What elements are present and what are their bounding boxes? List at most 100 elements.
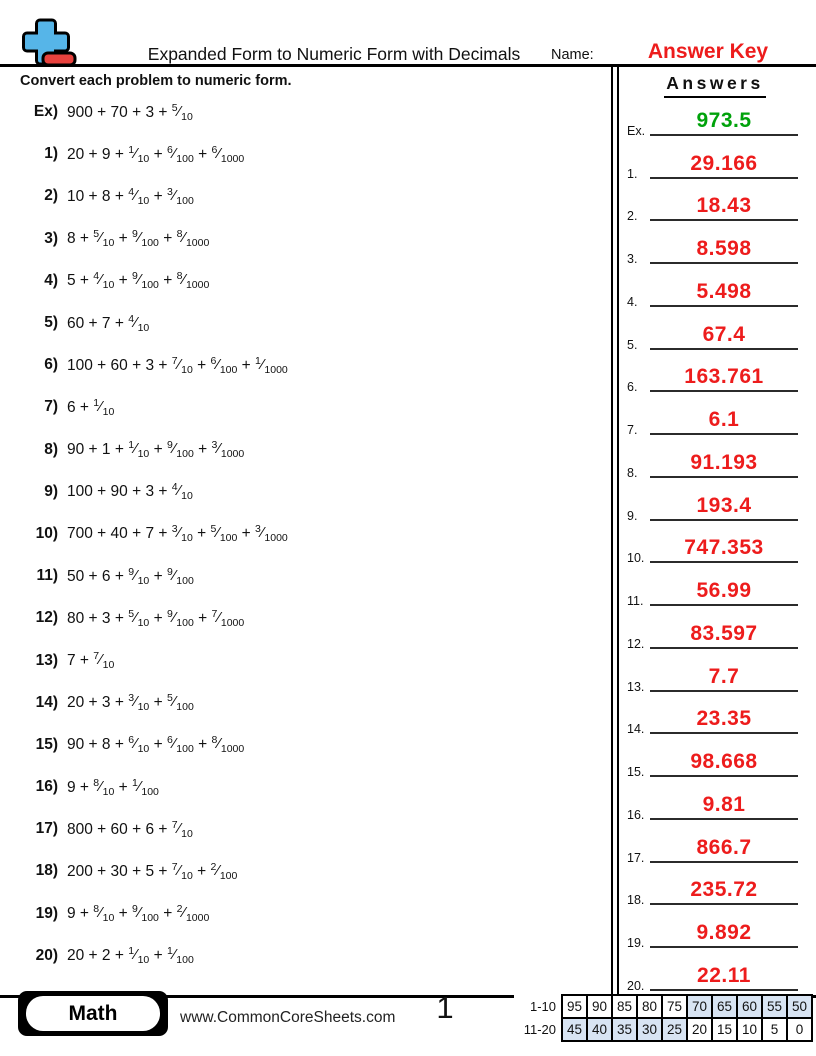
problem-expression: 90 + 8 + 6⁄10 + 6⁄100 + 8⁄1000 (67, 734, 245, 756)
answer-row: 16. 9.81 (622, 782, 810, 825)
term-fraction: 9⁄100 (132, 903, 159, 924)
fraction-denominator: 10 (137, 194, 150, 207)
fraction-denominator: 10 (181, 363, 193, 376)
subject-badge-label: Math (26, 996, 160, 1031)
term-number: 1 (101, 441, 111, 459)
fraction-slash: ⁄ (217, 144, 221, 162)
fraction-slash: ⁄ (178, 102, 181, 120)
fraction-numerator: 7 (171, 860, 178, 873)
term-number: 90 (67, 441, 85, 459)
fraction-denominator: 10 (181, 869, 193, 882)
answer-label: 18. (627, 893, 645, 908)
fraction-slash: ⁄ (134, 144, 138, 162)
answer-label: 16. (627, 807, 645, 822)
fraction-slash: ⁄ (173, 186, 176, 204)
term-number: 800 (67, 820, 93, 838)
answer-label: 2. (627, 209, 638, 224)
answer-line (650, 219, 798, 222)
fraction-numerator: 8 (176, 228, 183, 241)
problem-expression: 5 + 4⁄10 + 9⁄100 + 8⁄1000 (67, 270, 210, 292)
score-cell: 85 (611, 994, 638, 1019)
term-fraction: 3⁄10 (128, 692, 149, 713)
term-number: 7 (67, 652, 76, 670)
fraction-slash: ⁄ (99, 904, 103, 922)
term-number: 20 (67, 145, 85, 163)
fraction-denominator: 100 (141, 279, 159, 292)
problem-row: 4) 5 + 4⁄10 + 9⁄100 + 8⁄1000 (22, 260, 602, 302)
answer-line (650, 860, 798, 863)
answer-line (650, 988, 798, 991)
fraction-slash: ⁄ (178, 819, 181, 837)
website-text: www.CommonCoreSheets.com (180, 1009, 396, 1026)
fraction-denominator: 100 (176, 743, 194, 756)
answer-value: 9.892 (696, 921, 752, 944)
problem-number: 15) (35, 735, 58, 753)
answer-value: 163.761 (684, 365, 764, 389)
fraction-numerator: 9 (132, 270, 138, 283)
problem-number: 10) (35, 524, 58, 542)
term-fraction: 6⁄100 (167, 144, 194, 165)
answer-row: 4. 5.498 (622, 269, 810, 312)
term-number: 9 (101, 145, 111, 163)
fraction-slash: ⁄ (134, 946, 138, 964)
answer-line (650, 689, 798, 692)
problem-expression: 20 + 3 + 3⁄10 + 5⁄100 (67, 692, 194, 714)
answer-row: 13. 7.7 (622, 654, 810, 697)
term-fraction: 9⁄100 (167, 608, 194, 629)
problem-number: 7) (44, 398, 58, 416)
fraction-slash: ⁄ (216, 355, 220, 373)
term-fraction: 5⁄10 (172, 102, 193, 123)
term-number: 60 (67, 314, 85, 332)
term-fraction: 1⁄10 (93, 397, 114, 418)
problem-row: 12) 80 + 3 + 5⁄10 + 9⁄100 + 7⁄1000 (22, 597, 602, 639)
problem-number: 4) (44, 271, 58, 289)
fraction-numerator: 8 (93, 776, 100, 789)
term-number: 3 (145, 103, 155, 121)
term-fraction: 1⁄100 (167, 945, 194, 966)
fraction-slash: ⁄ (182, 904, 186, 922)
term-fraction: 6⁄100 (210, 355, 237, 376)
answer-row: 9. 193.4 (622, 483, 810, 526)
problem-number: 16) (35, 778, 58, 796)
answer-value: 5.498 (696, 279, 752, 303)
problem-row: 14) 20 + 3 + 3⁄10 + 5⁄100 (22, 682, 602, 724)
fraction-numerator: 3 (255, 523, 261, 536)
fraction-slash: ⁄ (134, 566, 138, 584)
term-number: 8 (101, 736, 111, 754)
fraction-numerator: 4 (128, 185, 135, 198)
problem-expression: 6 + 1⁄10 (67, 396, 115, 418)
answer-label: 19. (627, 936, 645, 950)
fraction-numerator: 6 (166, 734, 173, 747)
answer-label: 7. (627, 423, 638, 437)
problem-expression: 200 + 30 + 5 + 7⁄10 + 2⁄100 (67, 860, 238, 882)
term-number: 90 (110, 483, 128, 501)
fraction-denominator: 1000 (185, 237, 210, 250)
fraction-slash: ⁄ (173, 946, 176, 964)
score-cell: 75 (661, 994, 688, 1019)
fraction-denominator: 10 (102, 912, 115, 925)
term-fraction: 9⁄100 (132, 228, 159, 249)
fraction-denominator: 10 (181, 110, 193, 123)
answer-row: 7. 6.1 (622, 397, 810, 440)
problem-row: 15) 90 + 8 + 6⁄10 + 6⁄100 + 8⁄1000 (22, 724, 602, 766)
problem-expression: 50 + 6 + 9⁄10 + 9⁄100 (67, 565, 194, 587)
fraction-denominator: 1000 (264, 363, 288, 376)
answer-label: 13. (627, 679, 645, 694)
answer-label: 8. (627, 465, 638, 480)
fraction-numerator: 5 (166, 692, 173, 705)
fraction-slash: ⁄ (138, 904, 141, 922)
answer-line (650, 262, 798, 264)
answer-row: 14. 23.35 (622, 697, 810, 740)
answer-row: 3. 8.598 (622, 226, 810, 269)
term-fraction: 2⁄1000 (177, 903, 210, 924)
score-cell: 55 (761, 994, 788, 1019)
term-fraction: 8⁄10 (93, 903, 114, 924)
answer-row: 1. 29.166 (622, 141, 810, 184)
score-cell: 25 (661, 1017, 688, 1042)
fraction-denominator: 10 (137, 743, 150, 756)
answer-line (650, 390, 798, 393)
answer-label: 15. (627, 765, 645, 779)
answer-line (650, 817, 798, 820)
problem-number: 18) (35, 862, 58, 880)
fraction-slash: ⁄ (138, 271, 141, 289)
